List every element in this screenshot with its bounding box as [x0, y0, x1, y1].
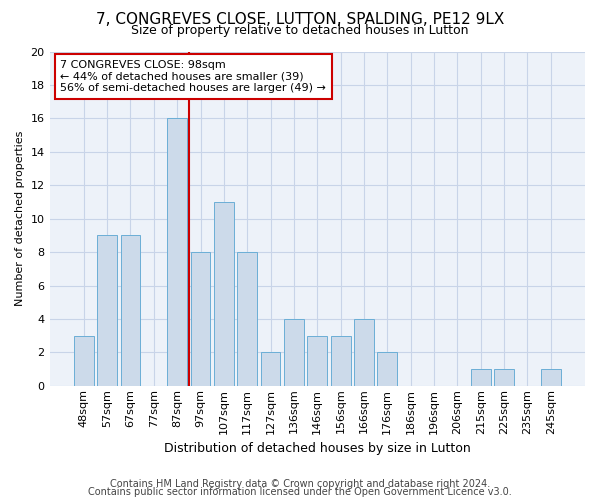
Bar	[377, 352, 397, 386]
Text: 7 CONGREVES CLOSE: 98sqm
← 44% of detached houses are smaller (39)
56% of semi-d: 7 CONGREVES CLOSE: 98sqm ← 44% of detach…	[60, 60, 326, 93]
Bar	[238, 252, 257, 386]
Text: Size of property relative to detached houses in Lutton: Size of property relative to detached ho…	[131, 24, 469, 37]
Bar	[471, 369, 491, 386]
Bar	[284, 319, 304, 386]
Bar	[307, 336, 327, 386]
Bar	[167, 118, 187, 386]
Bar	[541, 369, 560, 386]
Bar	[354, 319, 374, 386]
Text: 7, CONGREVES CLOSE, LUTTON, SPALDING, PE12 9LX: 7, CONGREVES CLOSE, LUTTON, SPALDING, PE…	[96, 12, 504, 28]
Bar	[260, 352, 280, 386]
Bar	[191, 252, 211, 386]
Text: Contains public sector information licensed under the Open Government Licence v3: Contains public sector information licen…	[88, 487, 512, 497]
Bar	[331, 336, 350, 386]
X-axis label: Distribution of detached houses by size in Lutton: Distribution of detached houses by size …	[164, 442, 470, 455]
Y-axis label: Number of detached properties: Number of detached properties	[15, 131, 25, 306]
Text: Contains HM Land Registry data © Crown copyright and database right 2024.: Contains HM Land Registry data © Crown c…	[110, 479, 490, 489]
Bar	[74, 336, 94, 386]
Bar	[121, 236, 140, 386]
Bar	[97, 236, 117, 386]
Bar	[214, 202, 234, 386]
Bar	[494, 369, 514, 386]
